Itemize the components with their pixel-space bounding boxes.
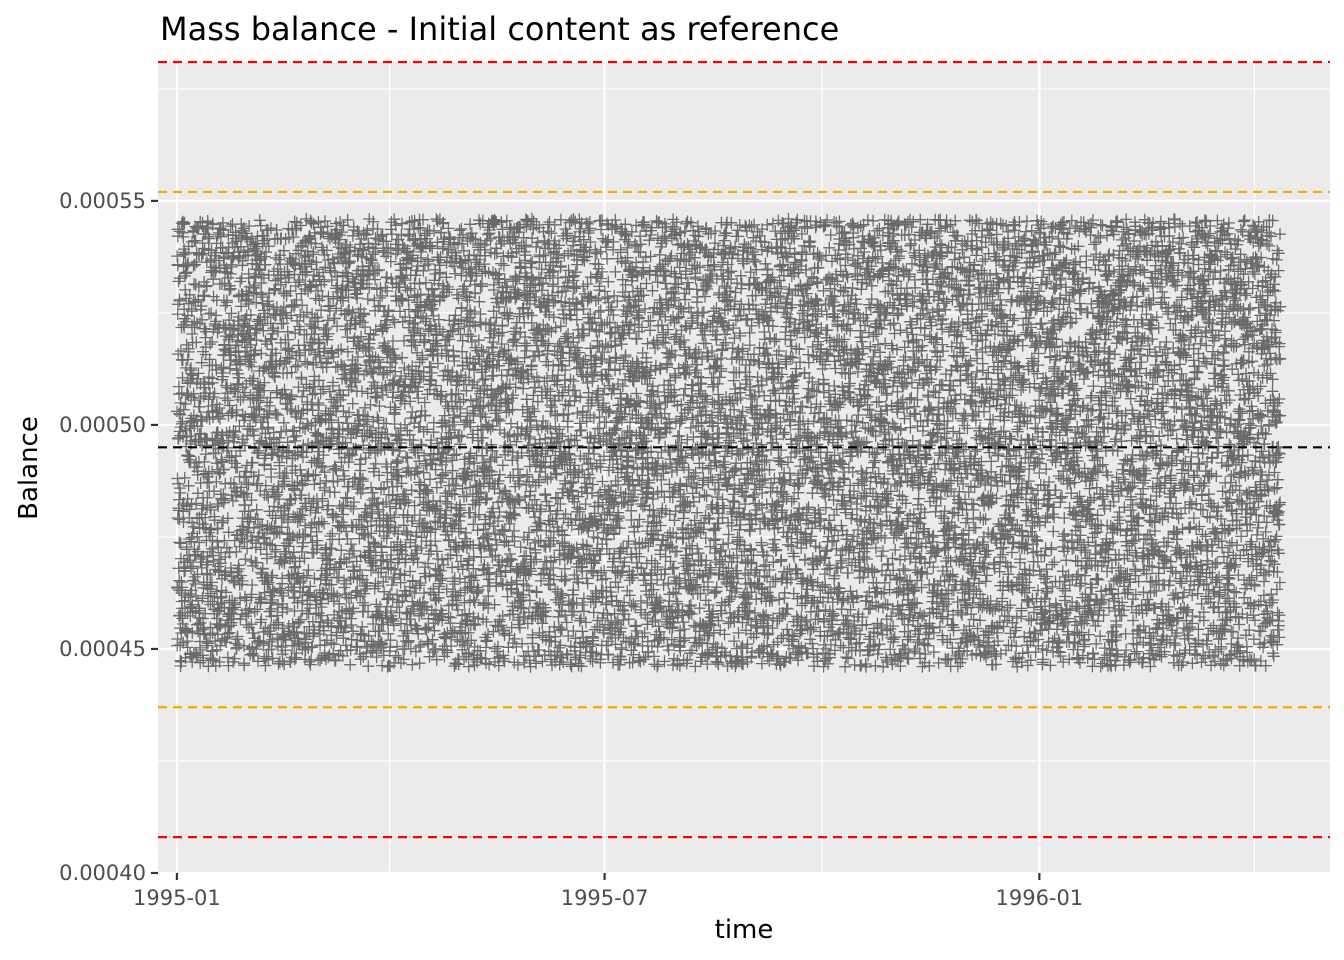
x-axis: 1995-01 1995-07 1996-01 xyxy=(133,873,1083,910)
y-tick-label-3: 0.00055 xyxy=(59,189,146,213)
x-tick-label-2: 1996-01 xyxy=(995,886,1083,910)
x-tick-label-0: 1995-01 xyxy=(133,886,221,910)
reference-lines xyxy=(158,60,1330,839)
plot-panel xyxy=(158,62,1330,873)
chart-title: Mass balance - Initial content as refere… xyxy=(160,10,839,48)
x-tick-label-1: 1995-07 xyxy=(561,886,649,910)
y-axis: 0.00040 0.00045 0.00050 0.00055 xyxy=(59,189,158,885)
scatter-points-cross-markers xyxy=(171,212,1287,673)
y-tick-label-1: 0.00045 xyxy=(59,637,146,661)
y-tick-label-2: 0.00050 xyxy=(59,413,146,437)
data-points xyxy=(171,212,1287,673)
y-tick-label-0: 0.00040 xyxy=(59,861,146,885)
y-axis-title: Balance xyxy=(14,416,44,520)
x-axis-title: time xyxy=(715,915,774,945)
